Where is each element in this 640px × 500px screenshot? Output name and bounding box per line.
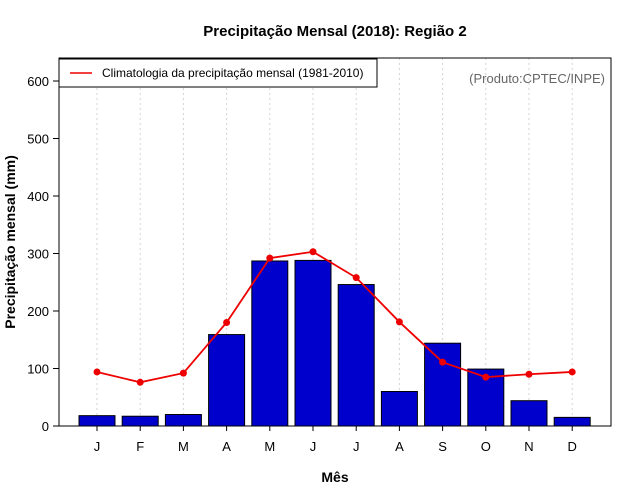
bar-10 (510, 400, 548, 427)
x-tick-label: J (310, 439, 317, 454)
x-tick-label: N (524, 439, 533, 454)
bar-5 (294, 259, 332, 427)
legend: Climatologia da precipitação mensal (198… (58, 58, 378, 88)
climatology-point-3 (223, 319, 231, 326)
climatology-point-2 (179, 369, 187, 377)
bar-series (78, 259, 591, 427)
y-axis-label: Precipitação mensal (mm) (2, 155, 18, 329)
x-tick-label: D (568, 439, 577, 454)
climatology-point-4 (266, 254, 274, 262)
climatology-point-10 (525, 370, 533, 378)
climatology-line (96, 250, 573, 384)
bar-4 (251, 260, 289, 427)
axes: 0 100 200 300 400 500 600 J F M A M J J A S O N D (27, 74, 577, 454)
bar-6 (337, 284, 375, 427)
x-tick-label: M (264, 439, 275, 454)
y-tick-label: 0 (42, 419, 49, 434)
climatology-point-0 (93, 368, 101, 376)
bar-0 (78, 415, 116, 427)
x-tick-label: M (178, 439, 189, 454)
y-tick-label: 300 (27, 247, 49, 262)
legend-label: Climatologia da precipitação mensal (198… (102, 66, 363, 80)
bar-2 (164, 414, 202, 427)
plot-frame (58, 57, 612, 427)
x-axis-label: Mês (321, 469, 348, 485)
climatology-point-5 (309, 248, 317, 256)
x-tick-label: A (395, 439, 404, 454)
legend-box (58, 58, 378, 88)
x-tick-label: J (353, 439, 360, 454)
climatology-point-7 (395, 318, 403, 326)
y-tick-label: 500 (27, 132, 49, 147)
bar-8 (424, 342, 462, 427)
source-annotation: (Produto:CPTEC/INPE) (469, 71, 605, 86)
bar-1 (121, 415, 159, 427)
bar-7 (380, 391, 418, 427)
climatology-point-11 (568, 368, 576, 376)
x-tick-label: O (481, 439, 491, 454)
x-tick-label: S (438, 439, 447, 454)
climatology-point-1 (136, 378, 144, 386)
bar-3 (208, 334, 246, 427)
climatology-point-9 (482, 373, 490, 381)
bar-11 (553, 416, 591, 427)
climatology-point-8 (439, 358, 447, 366)
chart-title: Precipitação Mensal (2018): Região 2 (203, 23, 466, 40)
x-tick-label: F (136, 439, 144, 454)
y-tick-label: 600 (27, 74, 49, 89)
x-tick-label: A (222, 439, 231, 454)
climatology-line-series (93, 248, 576, 386)
y-tick-label: 100 (27, 362, 49, 377)
y-tick-label: 400 (27, 189, 49, 204)
climatology-point-6 (352, 274, 360, 282)
x-tick-label: J (94, 439, 101, 454)
y-tick-label: 200 (27, 304, 49, 319)
